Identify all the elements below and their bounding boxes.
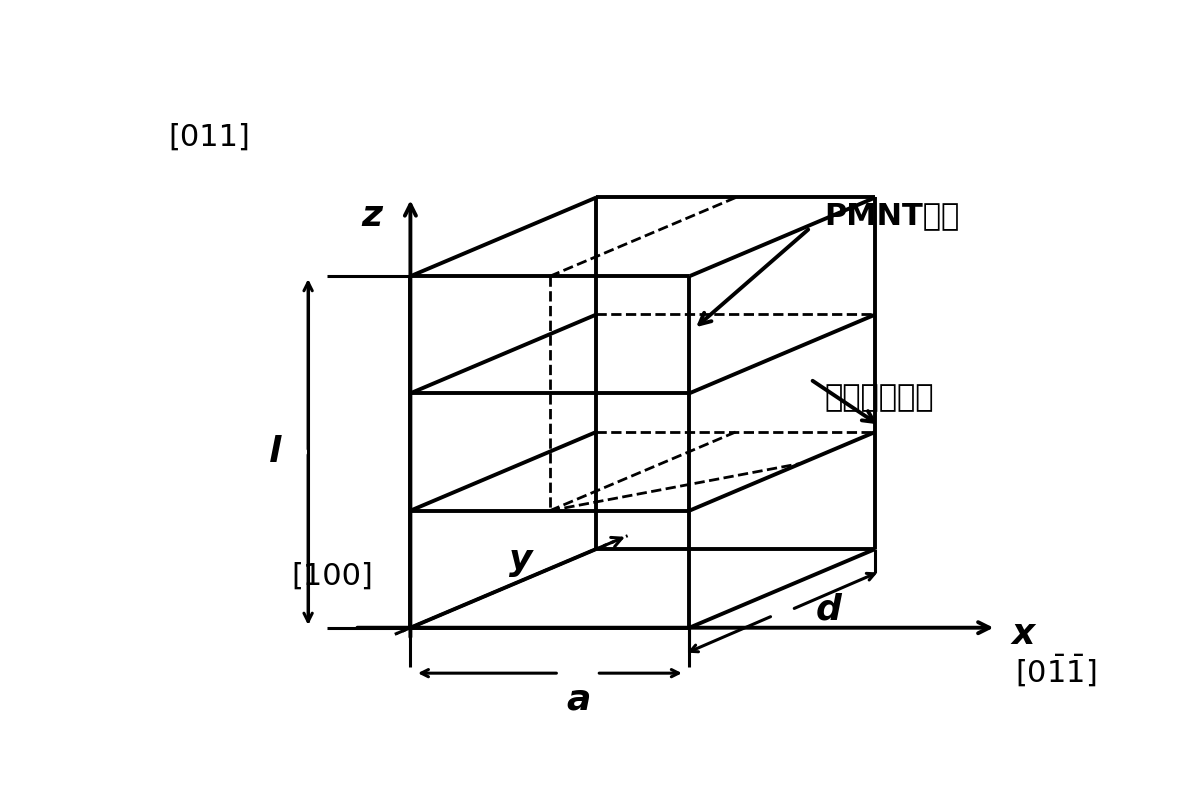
- Text: $\bfit{y}$: $\bfit{y}$: [508, 545, 535, 579]
- Text: PMNT单晶: PMNT单晶: [824, 201, 960, 230]
- Text: $\bfit{l}$: $\bfit{l}$: [268, 435, 283, 469]
- Text: [100]: [100]: [292, 562, 373, 591]
- Text: $\bfit{x}$: $\bfit{x}$: [1010, 617, 1038, 651]
- Text: [011]: [011]: [168, 122, 251, 151]
- Text: $[0\bar{1}\bar{1}]$: $[0\bar{1}\bar{1}]$: [1015, 652, 1097, 688]
- Text: $\bfit{d}$: $\bfit{d}$: [815, 593, 844, 626]
- Text: $\bfit{z}$: $\bfit{z}$: [361, 198, 385, 233]
- Text: $\bfit{a}$: $\bfit{a}$: [565, 682, 590, 716]
- Text: 高分子聚合物: 高分子聚合物: [824, 383, 934, 412]
